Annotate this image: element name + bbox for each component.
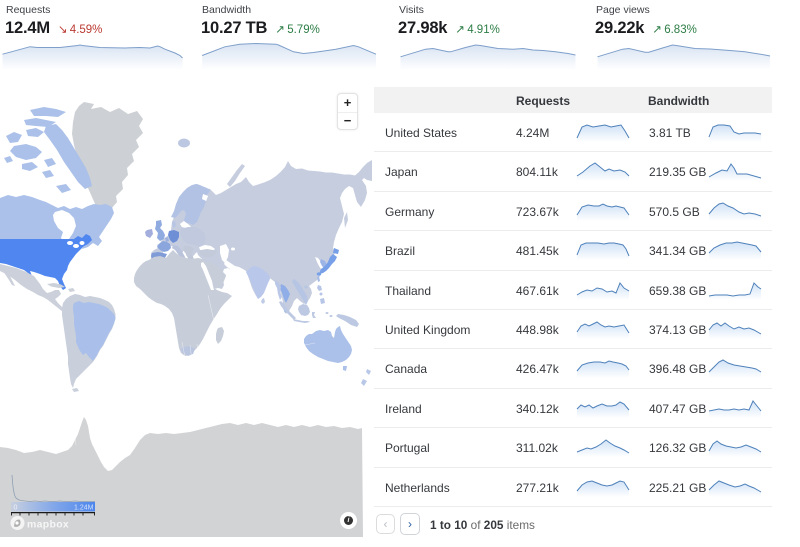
svg-text:mapbox: mapbox <box>27 519 69 531</box>
svg-text:0: 0 <box>14 505 18 512</box>
svg-text:1.24M: 1.24M <box>74 505 94 512</box>
